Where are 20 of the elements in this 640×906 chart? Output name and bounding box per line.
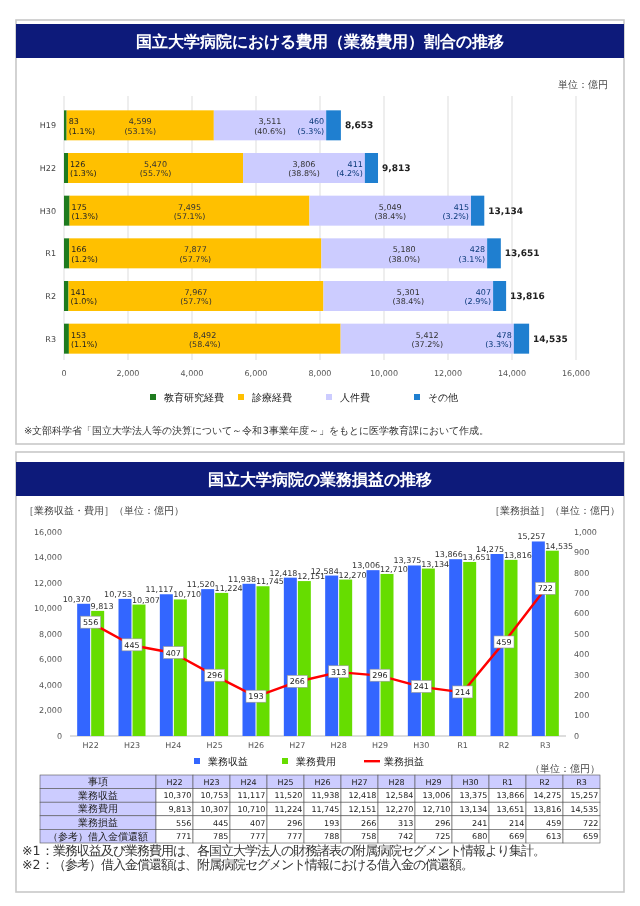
chart-title: 国立大学病院における費用（業務費用）割合の推移 bbox=[136, 31, 504, 51]
bar bbox=[513, 323, 530, 354]
bar bbox=[68, 323, 341, 354]
bar bbox=[326, 110, 341, 141]
bar bbox=[64, 238, 70, 269]
chart-title: 国立大学病院の業務損益の推移 bbox=[208, 469, 432, 489]
bar bbox=[321, 238, 488, 269]
bar bbox=[309, 195, 472, 226]
bar bbox=[64, 195, 70, 226]
bar bbox=[69, 238, 322, 269]
bar bbox=[68, 153, 244, 183]
bar bbox=[364, 153, 379, 183]
bar bbox=[471, 195, 485, 226]
bar bbox=[323, 281, 494, 311]
bar bbox=[69, 195, 310, 226]
bar bbox=[487, 238, 501, 269]
bar bbox=[66, 110, 214, 141]
bar bbox=[68, 281, 324, 311]
bar bbox=[493, 281, 507, 311]
bar bbox=[340, 323, 514, 354]
